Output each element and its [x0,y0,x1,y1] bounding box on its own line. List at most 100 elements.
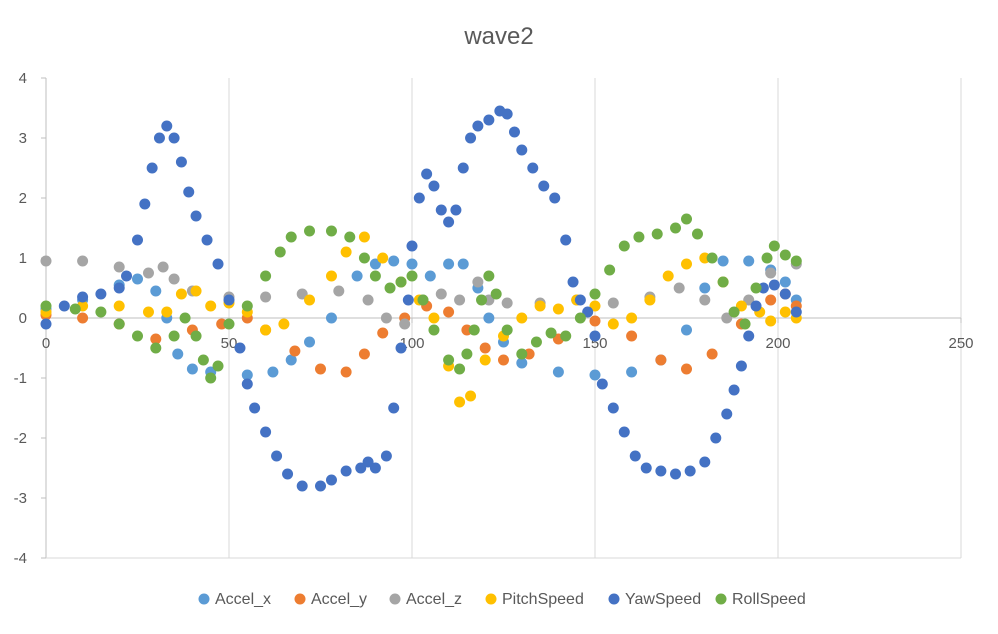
data-point [355,462,367,474]
data-point [369,462,381,474]
data-point [304,336,316,348]
legend-marker [715,593,727,605]
data-point [618,240,630,252]
data-point [765,294,777,306]
data-point [673,282,685,294]
data-point [241,378,253,390]
legend-label: RollSpeed [732,591,806,608]
data-point [706,348,718,360]
data-point [629,450,641,462]
data-point [77,255,89,267]
data-point [790,306,802,318]
data-point [274,246,286,258]
data-point [490,288,502,300]
data-point [424,270,436,282]
data-point [285,231,297,243]
data-point [607,318,619,330]
data-point [534,300,546,312]
y-tick-label: 1 [19,250,27,267]
data-point [508,126,520,138]
data-point [779,288,791,300]
data-point [567,276,579,288]
data-point [633,231,645,243]
data-point [435,204,447,216]
data-point [358,348,370,360]
data-point [142,267,154,279]
data-point [761,252,773,264]
data-point [153,132,165,144]
x-tick-label: 50 [221,335,238,352]
data-point [501,297,513,309]
data-point [516,312,528,324]
data-point [146,162,158,174]
data-points [40,105,802,492]
data-point [150,342,162,354]
data-point [377,327,389,339]
data-point [743,330,755,342]
data-point [501,108,513,120]
series-accel-y [40,288,802,378]
data-point [655,354,667,366]
data-point [750,282,762,294]
data-point [161,120,173,132]
data-point [721,312,733,324]
data-point [260,324,272,336]
data-point [132,330,143,342]
data-point [113,318,125,330]
data-point [417,294,429,306]
data-point [626,366,638,378]
data-point [150,285,162,297]
data-point [278,318,290,330]
data-point [132,273,143,285]
data-point [304,225,316,237]
data-point [582,306,594,318]
data-point [142,306,154,318]
data-point [150,333,162,345]
data-point [289,345,301,357]
data-point [790,255,802,267]
data-point [607,402,619,414]
legend-item: RollSpeed [715,591,806,608]
data-point [40,300,52,312]
data-point [40,255,52,267]
data-point [175,156,187,168]
series-rollspeed [40,213,802,384]
data-point [139,198,151,210]
data-point [691,228,703,240]
data-point [735,300,747,312]
chart-title: wave2 [463,23,533,50]
data-point [369,270,381,282]
data-point [527,162,539,174]
data-point [498,354,509,366]
data-point [157,261,169,273]
data-point [380,450,392,462]
data-point [457,258,469,270]
legend-marker [198,593,210,605]
x-tick-label: 200 [765,335,790,352]
data-point [377,252,389,264]
data-point [77,312,89,324]
data-point [443,258,455,270]
legend-label: YawSpeed [625,591,701,608]
legend-item: PitchSpeed [485,591,584,608]
data-point [212,258,224,270]
data-point [454,363,466,375]
data-point [399,318,411,330]
data-point [640,462,652,474]
data-point [607,297,619,309]
data-point [472,276,484,288]
data-point [190,210,202,222]
data-point [223,294,235,306]
data-point [388,255,400,267]
data-point [395,342,407,354]
data-point [384,282,396,294]
y-tick-label: 3 [19,130,27,147]
data-point [560,330,572,342]
data-point [395,276,407,288]
legend-marker [294,593,306,605]
data-point [765,315,777,327]
data-point [113,282,125,294]
data-point [644,294,656,306]
y-tick-label: -2 [14,430,27,447]
